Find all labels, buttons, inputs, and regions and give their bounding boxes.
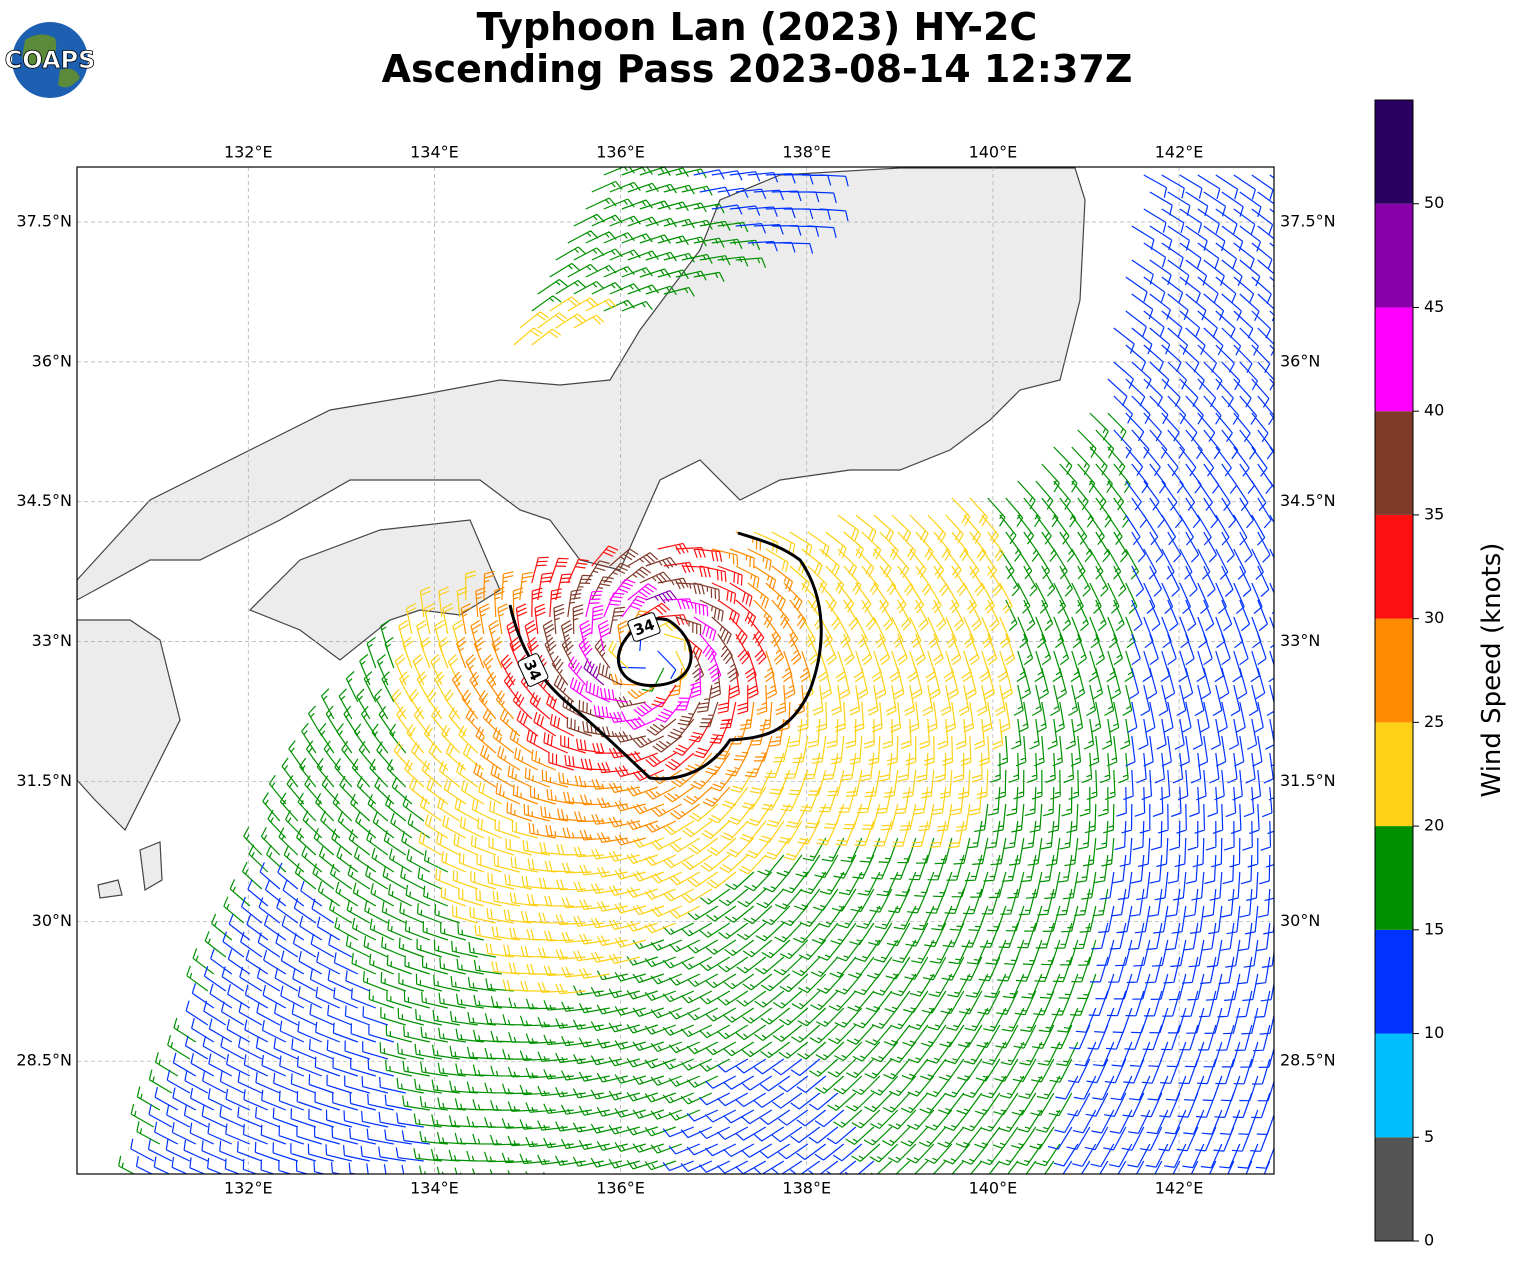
lat-tick-label: 28.5°N <box>1280 1051 1336 1070</box>
logo: COAPS <box>4 22 96 98</box>
wind-barb-group <box>500 542 767 781</box>
axis-ticks: 132°E 132°E 134°E 134°E 136°E 136°E 138°E 138°E… <box>16 143 1335 1198</box>
title: Ascending Pass 2023-08-14 12:37Z <box>382 47 1133 91</box>
colorbar-tick-label: 0 <box>1424 1231 1434 1250</box>
colorbar-bin <box>1375 411 1413 515</box>
lon-tick-label: 134°E <box>410 143 459 162</box>
colorbar-tick-label: 45 <box>1424 297 1444 316</box>
colorbar-bin <box>1375 722 1413 827</box>
kyushu <box>77 619 181 832</box>
lat-tick-label: 34.5°N <box>16 491 72 510</box>
contour-outer <box>508 531 823 781</box>
lon-tick-label: 134°E <box>410 1179 459 1198</box>
wind-barbs <box>118 167 1274 1174</box>
wind-barb-group <box>130 169 1274 1174</box>
lat-tick-label: 37.5°N <box>16 212 72 231</box>
lat-tick-label: 28.5°N <box>16 1051 72 1070</box>
lat-tick-label: 34.5°N <box>1280 491 1336 510</box>
lon-tick-label: 132°E <box>224 1179 273 1198</box>
wind-barb-group <box>583 590 677 686</box>
colorbar-bin <box>1375 100 1413 204</box>
colorbar-bin <box>1375 203 1413 308</box>
lat-tick-label: 30°N <box>32 911 72 930</box>
lon-tick-label: 136°E <box>596 143 645 162</box>
wind-barb-group <box>567 578 722 730</box>
lat-tick-label: 36°N <box>32 351 72 370</box>
lat-tick-label: 36°N <box>1280 351 1320 370</box>
colorbar-tick-label: 20 <box>1424 816 1444 835</box>
colorbar-bin <box>1375 826 1413 930</box>
colorbar: 0 5 10 15 20 25 30 35 40 45 50 <box>1374 99 1444 1250</box>
colorbar-tick-label: 15 <box>1424 919 1444 938</box>
lat-tick-label: 31.5°N <box>16 771 72 790</box>
lat-tick-label: 33°N <box>1280 631 1320 650</box>
colorbar-tick-label: 10 <box>1424 1023 1444 1042</box>
lon-tick-label: 142°E <box>1155 1179 1204 1198</box>
title: Typhoon Lan (2023) HY-2C <box>477 5 1038 49</box>
islands <box>97 841 163 899</box>
lon-tick-label: 132°E <box>224 143 273 162</box>
lat-tick-label: 37.5°N <box>1280 212 1336 231</box>
colorbar-bin <box>1375 514 1413 619</box>
lat-tick-label: 33°N <box>32 631 72 650</box>
land <box>77 167 1086 899</box>
colorbar-bin <box>1375 929 1413 1034</box>
lat-tick-label: 31.5°N <box>1280 771 1336 790</box>
colorbar-tick-label: 35 <box>1424 504 1444 523</box>
lon-tick-label: 140°E <box>969 143 1018 162</box>
contour-label-box <box>627 612 661 642</box>
colorbar-label: Wind Speed (knots) <box>1477 543 1507 798</box>
colorbar-bin <box>1375 1033 1413 1138</box>
logo-text: COAPS <box>5 46 96 74</box>
colorbar-tick-label: 25 <box>1424 712 1444 731</box>
colorbar-tick-label: 30 <box>1424 608 1444 627</box>
colorbar-bin <box>1375 1137 1413 1241</box>
wind-barb-group <box>391 296 1016 995</box>
wind-barb-group <box>451 531 811 846</box>
colorbar-bin <box>1375 618 1413 723</box>
lon-tick-label: 136°E <box>596 1179 645 1198</box>
contour-labels: 34 34 <box>517 612 661 687</box>
contour-label-box <box>517 653 549 687</box>
colorbar-tick-label: 5 <box>1424 1127 1434 1146</box>
lon-tick-label: 138°E <box>782 143 831 162</box>
lon-tick-label: 138°E <box>782 1179 831 1198</box>
wind-barb-group <box>118 167 1140 1174</box>
map-area: 34 34 <box>77 167 1274 1174</box>
lon-tick-label: 142°E <box>1155 143 1204 162</box>
wind-barb-group <box>542 548 740 753</box>
logo-land <box>22 34 80 88</box>
colorbar-tick-label: 40 <box>1424 401 1444 420</box>
lat-tick-label: 30°N <box>1280 911 1320 930</box>
colorbar-frame <box>1374 99 1414 1242</box>
colorbar-tick-label: 50 <box>1424 193 1444 212</box>
honshu <box>77 167 1086 601</box>
lon-tick-label: 140°E <box>969 1179 1018 1198</box>
map-frame <box>76 166 1275 1175</box>
colorbar-bin <box>1375 307 1413 412</box>
